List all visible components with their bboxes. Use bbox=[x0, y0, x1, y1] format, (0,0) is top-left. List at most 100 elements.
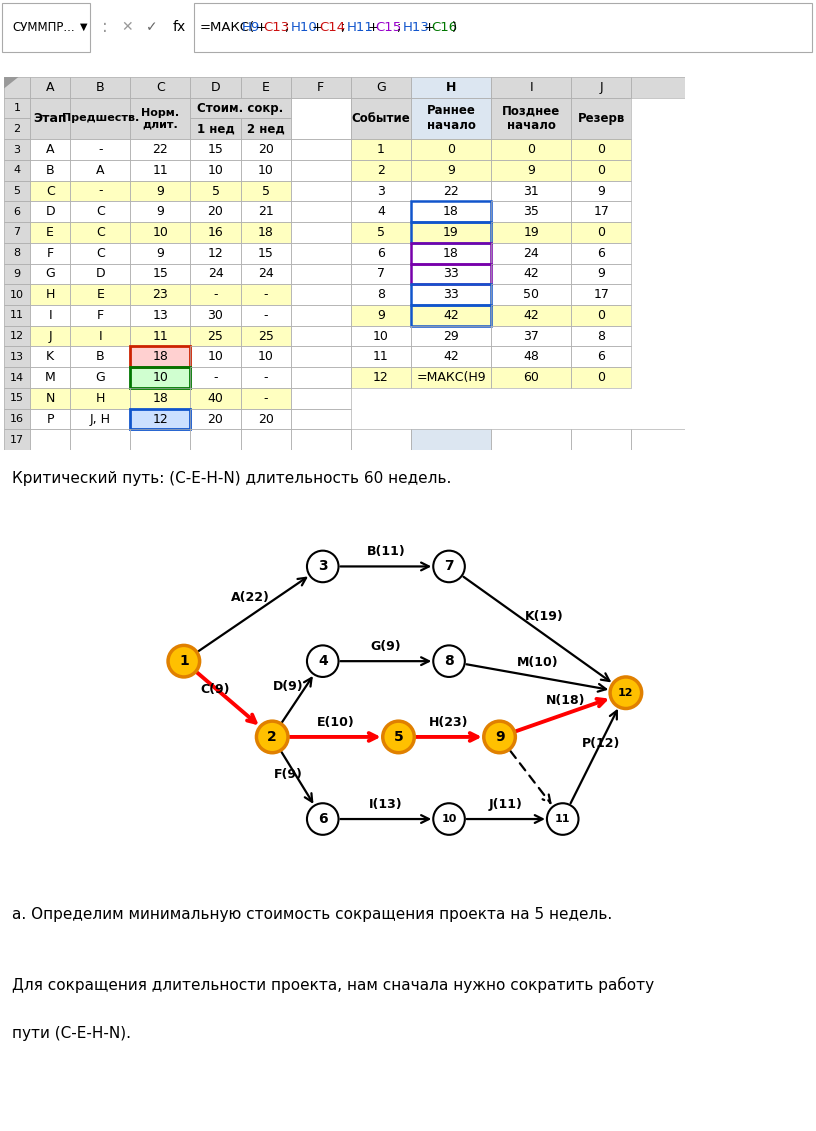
Bar bbox=[491, 201, 571, 222]
Bar bbox=[290, 408, 351, 430]
Text: 20: 20 bbox=[207, 413, 224, 425]
Text: 9: 9 bbox=[157, 205, 164, 218]
Bar bbox=[4, 159, 30, 181]
Bar bbox=[351, 326, 411, 346]
Text: 9: 9 bbox=[527, 164, 535, 176]
Bar bbox=[290, 346, 351, 368]
Bar bbox=[190, 222, 241, 243]
Bar bbox=[411, 264, 491, 284]
Bar bbox=[190, 119, 241, 139]
Text: 10: 10 bbox=[10, 290, 24, 300]
Bar bbox=[131, 201, 190, 222]
Bar bbox=[571, 368, 632, 388]
Text: D: D bbox=[211, 81, 220, 94]
Bar bbox=[4, 368, 30, 388]
Text: J, H: J, H bbox=[90, 413, 111, 425]
Text: J: J bbox=[48, 329, 52, 343]
Bar bbox=[411, 97, 491, 139]
Bar bbox=[351, 181, 411, 201]
Bar bbox=[351, 346, 411, 368]
Text: -: - bbox=[213, 288, 218, 301]
Bar bbox=[241, 159, 290, 181]
Bar bbox=[241, 243, 290, 264]
Bar bbox=[131, 284, 190, 305]
Bar bbox=[2, 3, 90, 52]
Text: Для сокращения длительности проекта, нам сначала нужно сократить работу: Для сокращения длительности проекта, нам… bbox=[12, 977, 654, 993]
Text: K(19): K(19) bbox=[525, 611, 563, 623]
Text: 50: 50 bbox=[523, 288, 539, 301]
Text: 10: 10 bbox=[207, 351, 224, 363]
Bar bbox=[571, 77, 632, 97]
Text: 7: 7 bbox=[377, 267, 385, 280]
Bar bbox=[190, 388, 241, 408]
Text: 15: 15 bbox=[207, 143, 224, 156]
Bar bbox=[4, 284, 30, 305]
Bar bbox=[571, 77, 632, 97]
Text: fx: fx bbox=[173, 20, 186, 34]
Bar bbox=[290, 97, 351, 139]
Bar bbox=[491, 430, 571, 450]
Bar bbox=[411, 284, 491, 305]
Bar bbox=[190, 97, 290, 119]
Bar bbox=[4, 97, 30, 119]
Text: I: I bbox=[48, 309, 52, 322]
Bar bbox=[4, 201, 30, 222]
Bar bbox=[411, 159, 491, 181]
Bar bbox=[571, 243, 632, 264]
Text: 24: 24 bbox=[523, 247, 539, 260]
Circle shape bbox=[307, 646, 339, 677]
Bar bbox=[190, 346, 241, 368]
Bar bbox=[70, 346, 131, 368]
Bar bbox=[30, 222, 70, 243]
Text: Позднее
начало: Позднее начало bbox=[502, 104, 561, 132]
Bar bbox=[290, 430, 351, 450]
Text: 11: 11 bbox=[373, 351, 388, 363]
Bar bbox=[290, 139, 351, 159]
Text: 19: 19 bbox=[523, 226, 539, 239]
Text: -: - bbox=[213, 371, 218, 385]
Bar bbox=[491, 139, 571, 159]
Text: 10: 10 bbox=[373, 329, 388, 343]
Text: 11: 11 bbox=[10, 310, 24, 320]
Bar bbox=[290, 346, 351, 368]
Text: 7: 7 bbox=[444, 560, 454, 573]
Bar bbox=[411, 326, 491, 346]
Bar bbox=[190, 388, 241, 408]
Bar bbox=[190, 159, 241, 181]
Text: 1: 1 bbox=[179, 654, 188, 668]
Text: пути (C-E-H-N).: пути (C-E-H-N). bbox=[12, 1027, 131, 1042]
Bar bbox=[241, 388, 290, 408]
Text: 0: 0 bbox=[597, 164, 605, 176]
Text: H10: H10 bbox=[291, 20, 317, 34]
Bar bbox=[290, 97, 351, 139]
Bar bbox=[241, 284, 290, 305]
Text: 29: 29 bbox=[443, 329, 459, 343]
Text: 6: 6 bbox=[318, 812, 327, 826]
Text: F: F bbox=[317, 81, 324, 94]
Bar bbox=[411, 139, 491, 159]
Bar bbox=[4, 305, 30, 326]
Text: -: - bbox=[264, 288, 268, 301]
Bar bbox=[351, 159, 411, 181]
Text: B: B bbox=[46, 164, 55, 176]
Bar bbox=[571, 305, 632, 326]
Bar bbox=[190, 326, 241, 346]
Bar bbox=[290, 430, 351, 450]
Bar bbox=[491, 181, 571, 201]
Bar bbox=[131, 388, 190, 408]
Bar bbox=[571, 201, 632, 222]
Bar bbox=[491, 326, 571, 346]
Text: =МАКС(H9: =МАКС(H9 bbox=[416, 371, 486, 385]
Text: 31: 31 bbox=[523, 184, 539, 198]
Bar bbox=[241, 201, 290, 222]
Bar bbox=[190, 97, 290, 119]
Bar bbox=[491, 264, 571, 284]
Text: E: E bbox=[96, 288, 104, 301]
Bar bbox=[351, 77, 411, 97]
Bar bbox=[411, 201, 491, 222]
Bar bbox=[30, 408, 70, 430]
Bar bbox=[30, 264, 70, 284]
Text: C: C bbox=[96, 247, 104, 260]
Text: 0: 0 bbox=[527, 143, 535, 156]
Text: -: - bbox=[98, 143, 103, 156]
